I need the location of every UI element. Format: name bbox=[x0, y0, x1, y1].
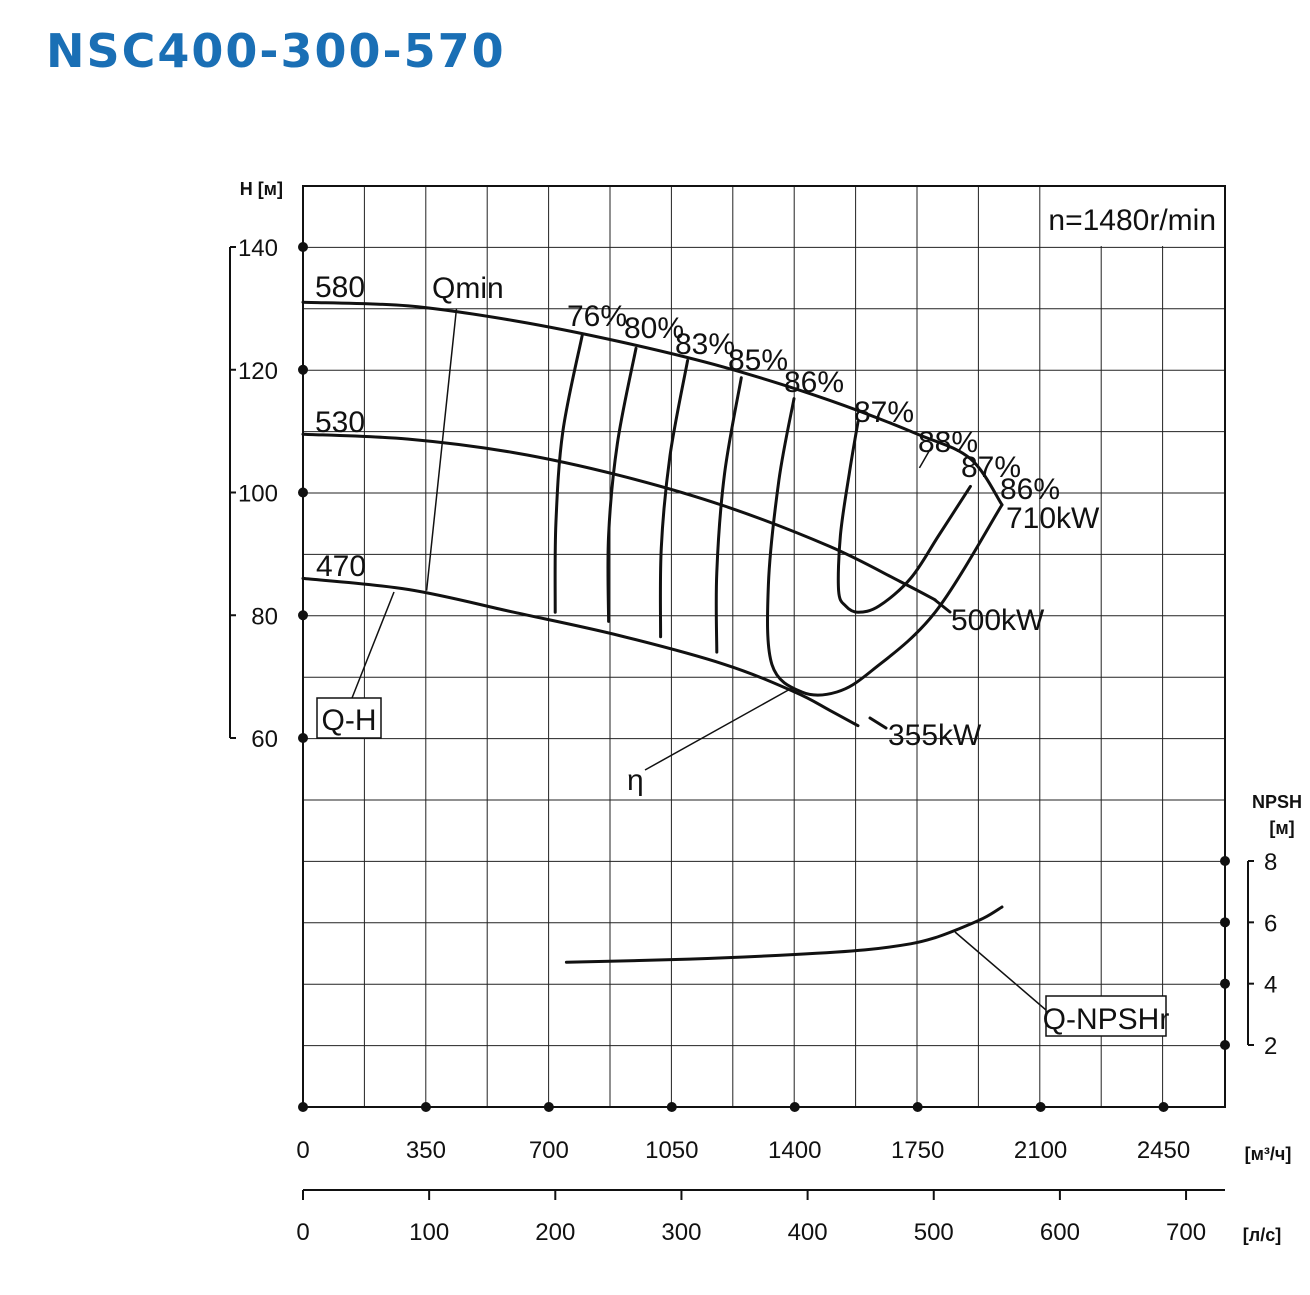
qh-label: Q-H bbox=[322, 704, 377, 737]
npsh-axis-dot bbox=[1220, 917, 1230, 928]
head-axis-dot bbox=[298, 242, 308, 252]
npsh-axis-dot bbox=[1220, 978, 1230, 989]
npsh-tick-label: 6 bbox=[1264, 910, 1277, 937]
flow-axis-dot bbox=[298, 1102, 308, 1112]
flow-axis-dot bbox=[1158, 1102, 1169, 1112]
npshr-label: Q-NPSHr bbox=[1043, 1003, 1170, 1036]
qh-label-box bbox=[316, 697, 382, 739]
efficiency-label: 76% bbox=[567, 300, 627, 333]
flow-m3h-tick-label: 1750 bbox=[891, 1137, 944, 1164]
flow-ls-tick-label: 0 bbox=[296, 1219, 309, 1246]
flow-ls-tick-label: 400 bbox=[788, 1219, 828, 1246]
plot-frame bbox=[302, 185, 1226, 1108]
npsh-tick-label: 8 bbox=[1264, 849, 1277, 876]
flow-axis-dot bbox=[1035, 1102, 1046, 1112]
flow-m3h-tick-label: 2450 bbox=[1137, 1137, 1190, 1164]
efficiency-curve-83% bbox=[658, 359, 690, 639]
flow-axis-dot bbox=[912, 1102, 923, 1112]
head-axis-dot bbox=[298, 487, 308, 498]
power-leader-355 bbox=[868, 716, 888, 730]
flow-ls-tick-label: 200 bbox=[535, 1219, 575, 1246]
power-label-355: 355kW bbox=[888, 719, 982, 752]
flow-ls-tick-label: 700 bbox=[1166, 1219, 1206, 1246]
flow-ls-tick-label: 500 bbox=[914, 1219, 954, 1246]
efficiency-curve-88% bbox=[918, 446, 933, 469]
npsh-tick-label: 2 bbox=[1264, 1033, 1277, 1060]
flow-axis-dot bbox=[420, 1102, 431, 1112]
flow-m3h-tick-label: 700 bbox=[529, 1137, 569, 1164]
head-tick-label: 60 bbox=[251, 726, 278, 753]
speed-label: n=1480r/min bbox=[1048, 204, 1216, 237]
efficiency-label: 87% bbox=[854, 396, 914, 429]
chart-marks bbox=[298, 242, 1230, 1112]
flow-ls-unit: [л/с] bbox=[1243, 1225, 1281, 1245]
chart-grid bbox=[229, 185, 1254, 1200]
head-axis-dot bbox=[298, 733, 308, 743]
head-curve-530 bbox=[301, 432, 937, 602]
flow-axis-dot bbox=[543, 1102, 554, 1112]
flow-ls-tick-label: 300 bbox=[661, 1219, 701, 1246]
head-curve-470 bbox=[301, 576, 860, 728]
eta-leader bbox=[644, 687, 793, 771]
head-curve-label: 530 bbox=[315, 406, 365, 439]
head-axis-dot bbox=[298, 364, 308, 375]
flow-axis-dot bbox=[789, 1102, 800, 1112]
efficiency-label: 86% bbox=[1000, 473, 1060, 506]
qmin-label: Qmin bbox=[432, 272, 504, 305]
efficiency-label: 88% bbox=[918, 426, 978, 459]
efficiency-curve-86% bbox=[766, 397, 1004, 697]
efficiency-label: 80% bbox=[624, 312, 684, 345]
power-label-500: 500kW bbox=[951, 604, 1045, 637]
flow-m3h-tick-label: 350 bbox=[406, 1137, 446, 1164]
flow-ls-tick-label: 100 bbox=[409, 1219, 449, 1246]
head-tick-label: 80 bbox=[251, 603, 278, 630]
flow-m3h-tick-label: 1050 bbox=[645, 1137, 698, 1164]
efficiency-curve-87% bbox=[836, 420, 972, 614]
efficiency-curve-76% bbox=[553, 333, 584, 614]
power-leader-500 bbox=[933, 598, 952, 614]
efficiency-label: 87% bbox=[961, 451, 1021, 484]
page-title: NSC400-300-570 bbox=[46, 24, 506, 78]
efficiency-label: 83% bbox=[675, 328, 735, 361]
head-curve-label: 470 bbox=[316, 550, 366, 583]
flow-m3h-unit: [м³/ч] bbox=[1245, 1144, 1292, 1164]
head-tick-label: 140 bbox=[238, 235, 278, 262]
qmin-line bbox=[425, 308, 458, 591]
head-axis-dot bbox=[298, 610, 308, 621]
head-curve-580 bbox=[301, 300, 1004, 507]
npsh-axis-dot bbox=[1220, 1040, 1230, 1050]
efficiency-label: 85% bbox=[728, 344, 788, 377]
flow-m3h-tick-label: 0 bbox=[296, 1137, 309, 1164]
qh-leader bbox=[351, 591, 395, 699]
efficiency-label: 86% bbox=[784, 366, 844, 399]
eta-label: η bbox=[627, 764, 644, 797]
npsh-axis-unit: [м] bbox=[1269, 818, 1294, 838]
efficiency-curve-85% bbox=[714, 376, 743, 654]
npsh-axis-label: NPSH bbox=[1252, 792, 1302, 812]
npshr-label-box bbox=[1045, 995, 1167, 1037]
head-tick-label: 120 bbox=[238, 358, 278, 385]
flow-axis-dot bbox=[666, 1102, 677, 1112]
npshr-leader bbox=[954, 931, 1047, 1011]
efficiency-curve-80% bbox=[606, 346, 638, 623]
npshr-curve bbox=[564, 905, 1004, 964]
power-label-710: 710kW bbox=[1006, 502, 1100, 535]
head-curve-label: 580 bbox=[315, 271, 365, 304]
head-axis-label: H [м] bbox=[240, 179, 283, 199]
flow-ls-tick-label: 600 bbox=[1040, 1219, 1080, 1246]
npsh-tick-label: 4 bbox=[1264, 972, 1277, 999]
flow-m3h-tick-label: 1400 bbox=[768, 1137, 821, 1164]
npsh-axis-dot bbox=[1220, 856, 1230, 866]
head-tick-label: 100 bbox=[238, 481, 278, 508]
flow-m3h-tick-label: 2100 bbox=[1014, 1137, 1067, 1164]
